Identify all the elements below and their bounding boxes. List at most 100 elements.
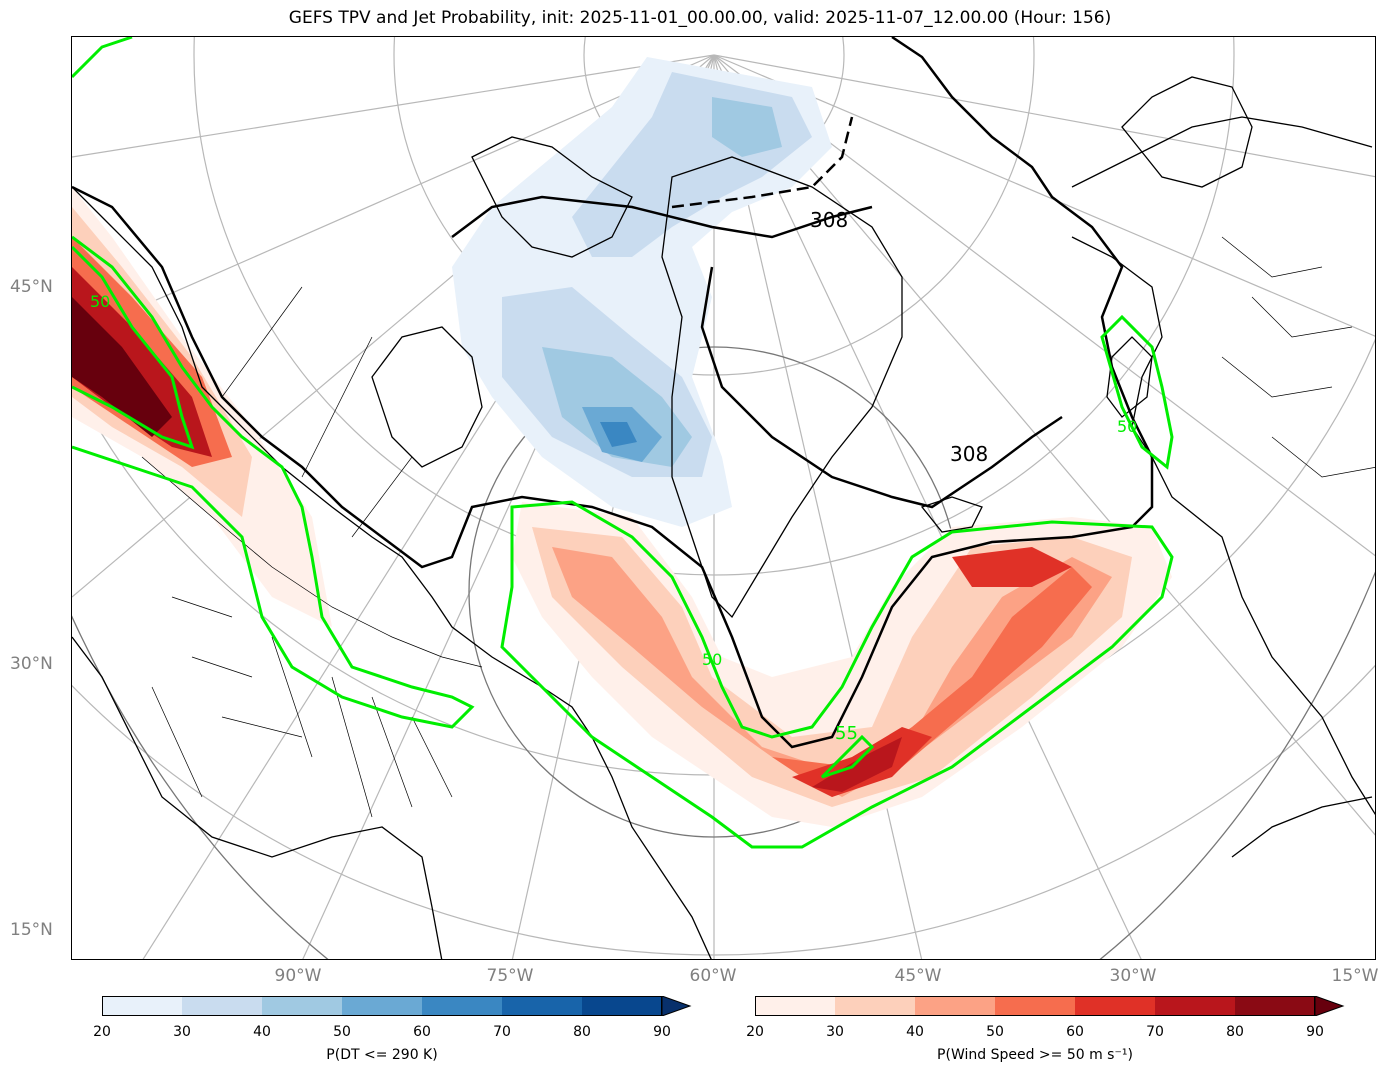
colorbar-outline: [102, 996, 662, 1016]
colorbar-tick-label: 20: [746, 1024, 764, 1040]
colorbar-tick-label: 40: [906, 1024, 924, 1040]
jet-label: 50: [1117, 417, 1137, 436]
colorbar-tick-label: 30: [173, 1024, 191, 1040]
jet-contour-europe: [1100, 314, 1174, 470]
iceland: [920, 496, 983, 533]
theta-308-contour: [72, 37, 1154, 749]
colorbar-segment: [835, 996, 915, 1016]
north-america-coast: [72, 186, 712, 959]
colorbar-tick-label: 40: [253, 1024, 271, 1040]
colorbar-segment: [342, 996, 422, 1016]
jet-contour-atlantic: [500, 500, 1174, 849]
colorbar-tick-label: 20: [93, 1024, 111, 1040]
colorbar-segment: [102, 996, 182, 1016]
colorbar-segment: [1075, 996, 1155, 1016]
colorbar-outline: [755, 996, 1315, 1016]
jet-label: 55: [835, 723, 858, 744]
tpv-probability-field: [452, 57, 832, 527]
colorbar-tick-label: 30: [826, 1024, 844, 1040]
jet-atlantic-shade-50: [772, 567, 1092, 797]
graticule-meridian: [72, 54, 715, 338]
theta-label: 308: [810, 208, 848, 232]
theta-contour-line: [72, 37, 1154, 749]
tpv-shade-40b: [712, 97, 782, 157]
colorbar-tick-label: 90: [653, 1024, 671, 1040]
jet-contour-atlantic-inner: [820, 734, 875, 779]
jet-label: 50: [90, 292, 110, 311]
colorbar-segment: [1155, 996, 1235, 1016]
graticule-meridian: [713, 54, 1142, 959]
colorbar-segment: [995, 996, 1075, 1016]
colorbar-segment: [182, 996, 262, 1016]
lat-label-30n: 30°N: [10, 654, 53, 674]
arctic-islands: [471, 136, 633, 258]
graticule-meridian: [713, 54, 1375, 178]
jet-west-shade-70: [72, 267, 212, 457]
jet-contour-west-inner: [72, 245, 195, 450]
lon-label-30w: 30°W: [1109, 966, 1157, 986]
jet-green-contours: [72, 37, 1174, 849]
hudson-bay: [371, 326, 483, 468]
contour-labels: 308 308 50 50 55 50: [90, 208, 1137, 744]
colorbar-segment: [422, 996, 502, 1016]
coastlines: [72, 76, 1375, 959]
canada-provinces: [221, 286, 413, 538]
colorbar-tick-label: 60: [413, 1024, 431, 1040]
colorbar-segment: [915, 996, 995, 1016]
graticule-meridian: [713, 54, 1375, 337]
map-canvas: 308 308 50 50 55 50: [72, 37, 1375, 959]
jet-label: 50: [702, 650, 722, 669]
tpv-shade-60: [600, 422, 637, 447]
jet-colorbar-segments: [755, 996, 1345, 1016]
lon-label-15w: 15°W: [1331, 966, 1379, 986]
colorbar-tick-label: 70: [1146, 1024, 1164, 1040]
colorbar-segment: [582, 996, 662, 1016]
jet-west-shade-80: [72, 297, 172, 437]
scandinavia: [1121, 76, 1253, 188]
lat-label-45n: 45°N: [10, 277, 53, 297]
graticule-meridian: [713, 54, 923, 959]
tpv-colorbar-segments: [102, 996, 692, 1016]
colorbar-tick-label: 80: [1226, 1024, 1244, 1040]
colorbar-extend-arrow: [661, 996, 692, 1016]
greenland-coast: [661, 156, 903, 619]
lat-label-15n: 15°N: [10, 920, 53, 940]
lon-label-45w: 45°W: [894, 966, 942, 986]
lon-label-60w: 60°W: [689, 966, 737, 986]
theta-contour-inner: [451, 195, 1063, 509]
colorbar-segment: [755, 996, 835, 1016]
colorbar-tick-label: 50: [333, 1024, 351, 1040]
colorbar-segment: [1235, 996, 1315, 1016]
colorbar-tick-label: 50: [986, 1024, 1004, 1040]
colorbar-segment: [262, 996, 342, 1016]
colorbar-tick-label: 60: [1066, 1024, 1084, 1040]
tpv-colorbar: [102, 996, 692, 1016]
tpv-colorbar-label: P(DT <= 290 K): [326, 1047, 438, 1063]
political-borders: [141, 236, 1375, 818]
jet-atlantic-shade-30: [532, 527, 1132, 807]
lon-label-75w: 75°W: [486, 966, 534, 986]
colorbar-tick-label: 90: [1306, 1024, 1324, 1040]
lon-label-90w: 90°W: [274, 966, 322, 986]
map-title: GEFS TPV and Jet Probability, init: 2025…: [288, 8, 1112, 28]
us-canada-border: [141, 456, 483, 668]
graticule-meridian: [72, 54, 715, 158]
colorbar-segment: [502, 996, 582, 1016]
theta-label: 308: [950, 442, 988, 466]
gulf-coast: [72, 636, 443, 959]
graticule-meridian: [713, 54, 1375, 836]
europe-borders: [1221, 236, 1375, 478]
europe-coast: [1071, 116, 1375, 816]
map-panel: 308 308 50 50 55 50: [71, 36, 1376, 960]
jet-colorbar-label: P(Wind Speed >= 50 m s⁻¹): [937, 1047, 1133, 1063]
colorbar-tick-label: 70: [493, 1024, 511, 1040]
africa-coast: [1231, 796, 1373, 858]
uk-ireland: [1106, 336, 1153, 418]
jet-atlantic-shade-60b: [952, 547, 1072, 587]
colorbar-tick-label: 80: [573, 1024, 591, 1040]
jet-atlantic-shade-70: [812, 737, 902, 792]
state-lines: [151, 596, 453, 818]
colorbar-extend-arrow: [1314, 996, 1345, 1016]
jet-contour-west: [72, 37, 475, 729]
jet-colorbar: [755, 996, 1345, 1016]
